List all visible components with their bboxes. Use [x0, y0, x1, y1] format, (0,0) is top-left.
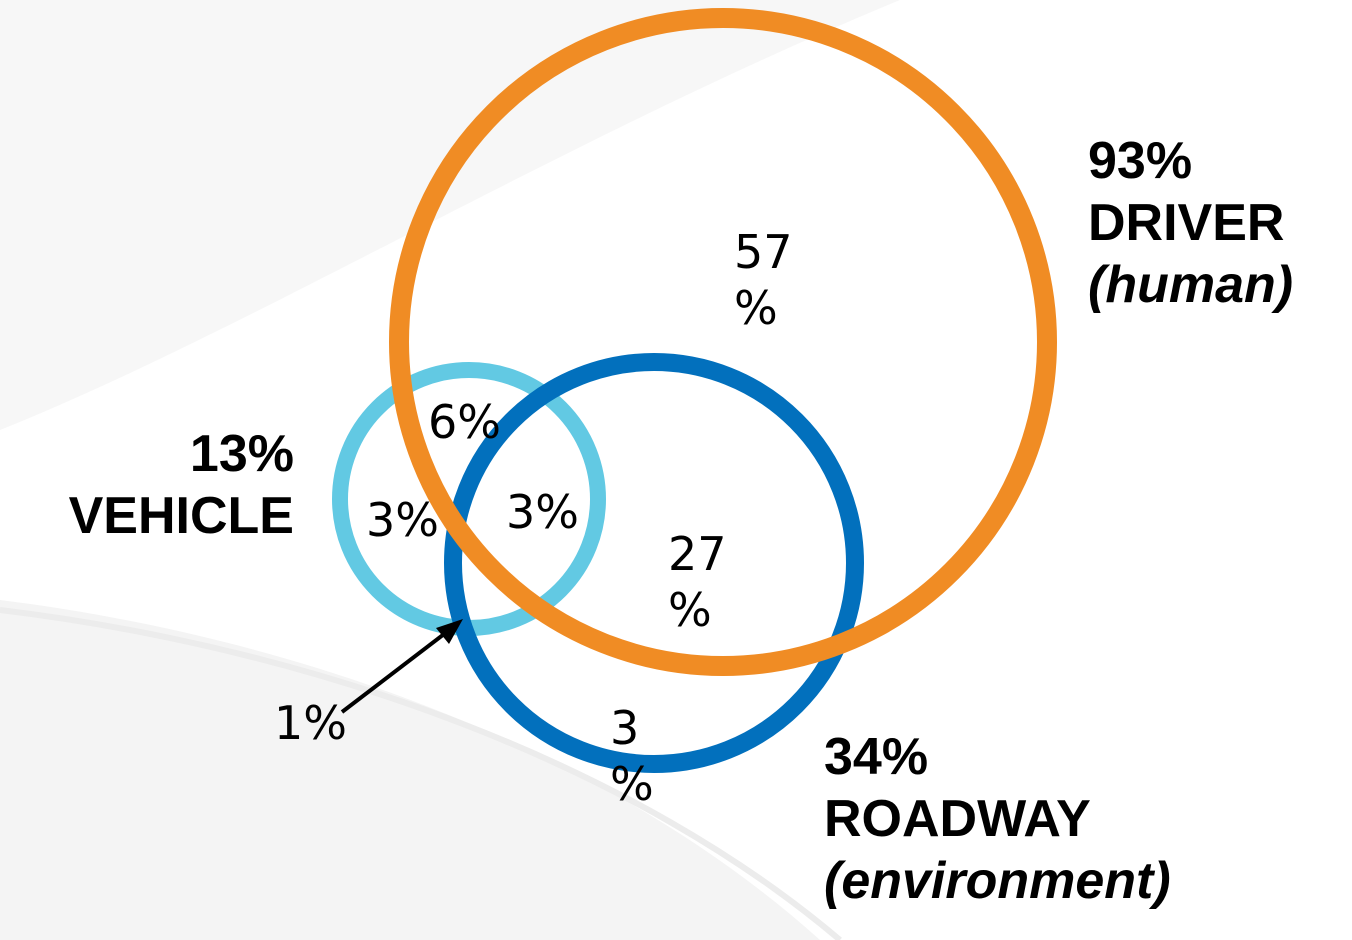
roadway-circle [444, 353, 864, 773]
roadway-only-region-label: 3 % [610, 701, 654, 811]
vehicle-percent: 13% [189, 425, 294, 483]
vehicle-roadway-region-label: 1% [274, 696, 347, 750]
driver-qualifier: (human) [1088, 256, 1294, 314]
driver-name: DRIVER [1088, 194, 1285, 252]
driver-set-label: 93% DRIVER (human) [1088, 130, 1293, 316]
driver-only-region-label: 57 % [734, 225, 793, 335]
all-three-region-label: 3% [506, 485, 579, 539]
driver-roadway-region-label: 27 % [668, 527, 727, 637]
driver-circle [389, 8, 1057, 676]
roadway-percent: 34% [824, 728, 929, 786]
driver-percent: 93% [1088, 132, 1193, 190]
driver-vehicle-region-label: 6% [428, 395, 501, 449]
vehicle-name: VEHICLE [68, 487, 294, 545]
roadway-name: ROADWAY [824, 790, 1091, 848]
vehicle-set-label: 13% VEHICLE [22, 423, 294, 547]
roadway-qualifier: (environment) [824, 852, 1171, 910]
vehicle-only-region-label: 3% [366, 493, 439, 547]
roadway-set-label: 34% ROADWAY (environment) [824, 726, 1171, 912]
one-percent-arrow [340, 619, 463, 714]
